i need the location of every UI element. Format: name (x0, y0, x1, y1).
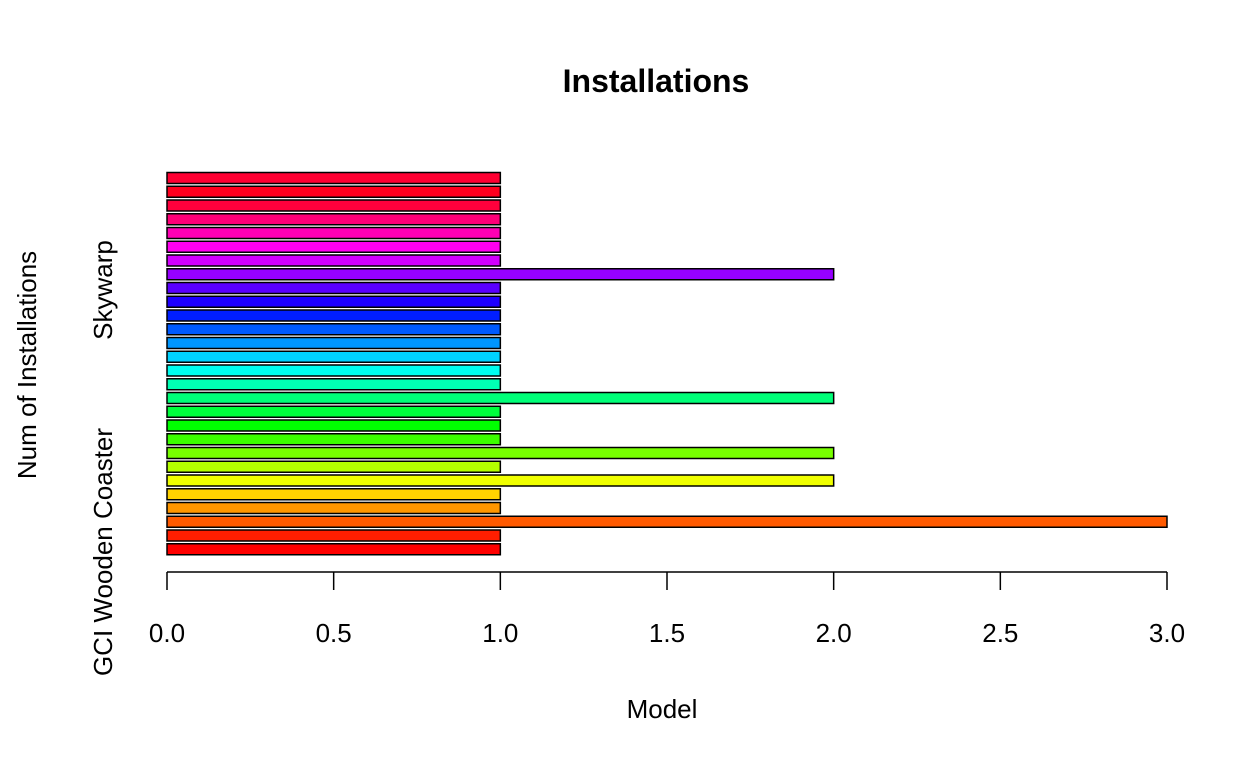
bar (166, 323, 502, 336)
bar (166, 474, 835, 487)
bar (166, 460, 502, 473)
bar (166, 268, 835, 281)
x-tick-label: 0.5 (316, 618, 352, 648)
bar (166, 515, 1168, 528)
bar (166, 405, 502, 418)
bar (166, 281, 502, 295)
bar (166, 501, 502, 515)
bar (166, 336, 502, 350)
x-tick-label: 1.5 (649, 618, 685, 648)
bar (166, 171, 502, 185)
bar (166, 295, 502, 308)
bar (166, 185, 502, 198)
bars-group (166, 171, 1168, 556)
bar (166, 378, 502, 391)
x-tick-label: 0.0 (149, 618, 185, 648)
bar (166, 419, 502, 432)
y-category-label: GCI Wooden Coaster (88, 428, 118, 676)
x-axis-label: Model (627, 694, 698, 724)
bar (166, 446, 835, 460)
bar (166, 529, 502, 542)
chart-title: Installations (563, 63, 750, 99)
bar (166, 199, 502, 212)
category-labels: GCI Wooden Coaster Skywarp (88, 240, 118, 676)
y-axis-label: Num of Installations (12, 251, 42, 479)
bar (166, 240, 502, 253)
bar (166, 309, 502, 322)
x-tick-label: 2.0 (816, 618, 852, 648)
x-axis: 0.0 0.5 1.0 1.5 2.0 2.5 3.0 (149, 571, 1185, 648)
bar (166, 391, 835, 405)
bar (166, 364, 502, 377)
x-tick-label: 3.0 (1149, 618, 1185, 648)
bar (166, 488, 502, 501)
y-category-label: Skywarp (88, 240, 118, 340)
x-tick-label: 1.0 (482, 618, 518, 648)
x-tick-label: 2.5 (982, 618, 1018, 648)
bar (166, 213, 502, 226)
bar (166, 350, 502, 363)
bar (166, 433, 502, 446)
bar (166, 226, 502, 240)
bar (166, 254, 502, 267)
bar (166, 543, 502, 556)
